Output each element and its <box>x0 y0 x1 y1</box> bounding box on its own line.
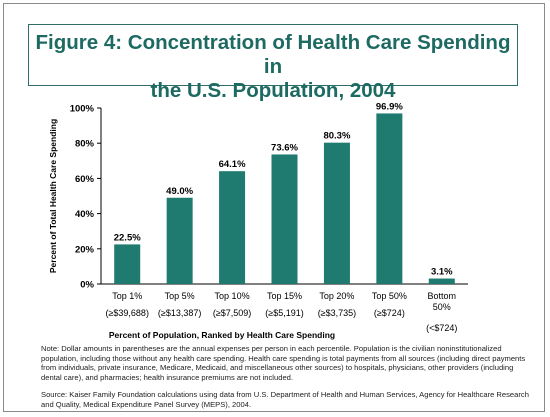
bar <box>271 154 298 284</box>
bar <box>219 171 246 284</box>
chart-note: Note: Dollar amounts in parentheses are … <box>41 344 526 382</box>
bar-chart: 0% 20% 40% 60% 80% 100% Percent of Total Healt… <box>48 101 468 340</box>
bar <box>114 244 141 284</box>
chart-source: Source: Kaiser Family Foundation calcula… <box>41 390 529 409</box>
title-box: Figure 4: Concentration of Health Care S… <box>28 24 518 102</box>
bar <box>376 113 403 285</box>
x-tick-sublabel: (≥$724) <box>374 308 405 318</box>
y-axis-label: Percent of Total Health Care Spending <box>48 119 58 273</box>
x-tick-label: Top 15% <box>267 291 302 301</box>
y-tick-label: 80% <box>75 139 95 150</box>
x-tick-label: Top 1% <box>112 291 142 301</box>
y-tick-label: 60% <box>75 174 95 185</box>
y-tick-label: 20% <box>75 244 95 255</box>
x-tick-label: Bottom 50% <box>428 291 457 312</box>
x-tick-label: Top 10% <box>215 291 250 301</box>
chart-title: Figure 4: Concentration of Health Care S… <box>35 31 511 102</box>
y-tick-label: 40% <box>75 209 95 220</box>
bar <box>166 197 193 284</box>
data-label: 3.1% <box>431 267 453 278</box>
x-tick-sublabel: (≥$3,735) <box>318 308 356 318</box>
y-tick-label: 0% <box>80 280 94 291</box>
x-tick-sublabel: (<$724) <box>426 323 457 333</box>
x-tick-label: Top 20% <box>319 291 354 301</box>
bar <box>323 142 350 284</box>
data-label: 96.9% <box>376 101 403 112</box>
data-label: 73.6% <box>271 142 298 153</box>
x-tick-sublabel: (≥$5,191) <box>265 308 303 318</box>
x-tick-sublabel: (≥$7,509) <box>213 308 251 318</box>
x-axis-label: Percent of Population, Ranked by Health … <box>109 330 335 340</box>
data-label: 22.5% <box>114 232 141 243</box>
x-tick-sublabel: (≥$13,387) <box>158 308 201 318</box>
x-tick-label: Top 5% <box>165 291 195 301</box>
data-label: 49.0% <box>166 186 193 197</box>
x-tick-sublabel: (≥$39,688) <box>105 308 148 318</box>
data-label: 64.1% <box>219 159 246 170</box>
y-tick-label: 100% <box>70 104 95 115</box>
x-tick-label: Top 50% <box>372 291 407 301</box>
bar <box>428 278 455 284</box>
data-label: 80.3% <box>323 131 350 142</box>
